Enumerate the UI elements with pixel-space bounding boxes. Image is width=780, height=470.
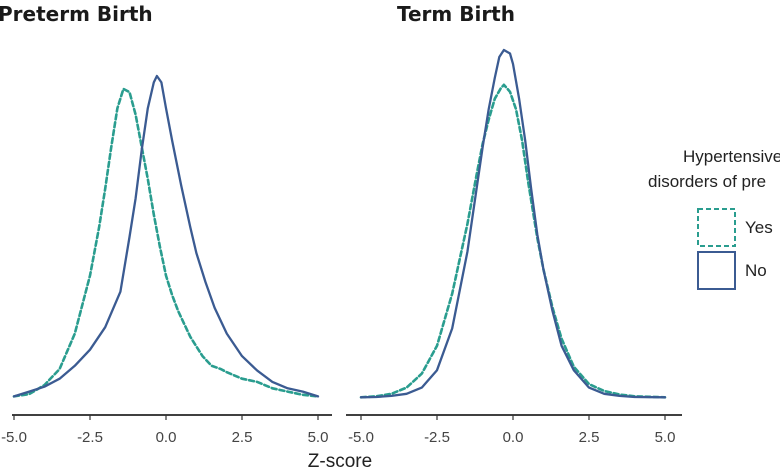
panel-title-term: Term Birth	[397, 2, 515, 26]
x-tick-label: 5.0	[308, 429, 329, 446]
x-tick-label: 2.5	[579, 429, 600, 446]
series-group-term	[359, 48, 667, 399]
x-tick-label: 5.0	[655, 429, 676, 446]
panel-title-preterm: Preterm Birth	[0, 2, 153, 26]
x-tick-label: -5.0	[348, 429, 374, 446]
legend-label-yes: Yes	[745, 218, 773, 237]
x-tick-label: 2.5	[232, 429, 253, 446]
x-ticks-term: -5.0 -2.5 0.0 2.5 5.0	[348, 415, 675, 446]
legend: Hypertensive disorders of pre Yes No	[648, 147, 780, 290]
legend-title-line-1: Hypertensive	[683, 147, 780, 166]
series-line-no	[12, 74, 320, 398]
x-tick-label: -5.0	[1, 429, 27, 446]
x-ticks-preterm: -5.0 -2.5 0.0 2.5 5.0	[1, 415, 328, 446]
x-tick-label: -2.5	[77, 429, 103, 446]
x-tick-label: 0.0	[156, 429, 177, 446]
x-tick-label: 0.0	[503, 429, 524, 446]
x-tick-label: -2.5	[424, 429, 450, 446]
legend-title-line-2: disorders of pre	[648, 172, 766, 191]
series-line-yes	[359, 83, 667, 399]
panel-preterm-birth: Preterm Birth -5.0 -2.5 0.0 2.5 5.0	[0, 2, 332, 446]
x-axis-label: Z-score	[308, 451, 372, 470]
series-line-yes	[12, 87, 320, 398]
series-group-preterm	[12, 74, 320, 398]
series-line-no	[359, 48, 667, 399]
panel-term-birth: Term Birth -5.0 -2.5 0.0 2.5 5.0	[346, 2, 682, 446]
legend-key-yes	[697, 208, 736, 247]
legend-label-no: No	[745, 261, 767, 280]
legend-key-no	[697, 251, 736, 290]
